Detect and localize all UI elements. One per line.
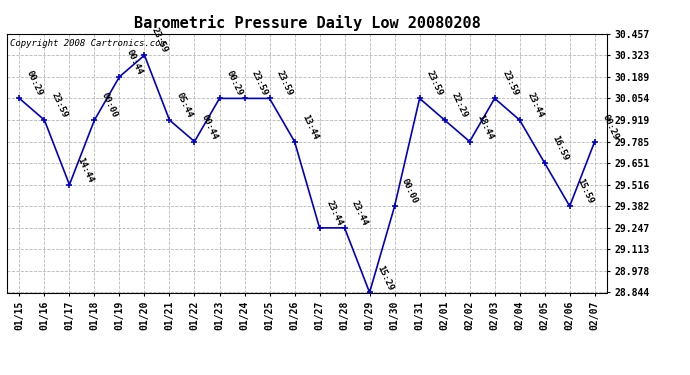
Text: 00:44: 00:44	[200, 112, 219, 141]
Text: 23:59: 23:59	[150, 26, 170, 54]
Text: 23:59: 23:59	[50, 91, 70, 119]
Text: 15:59: 15:59	[575, 177, 595, 206]
Text: 23:44: 23:44	[325, 199, 344, 227]
Text: 00:44: 00:44	[125, 48, 144, 76]
Text: 13:44: 13:44	[300, 112, 319, 141]
Text: 00:00: 00:00	[100, 91, 119, 119]
Text: 00:29: 00:29	[225, 69, 244, 98]
Text: 23:44: 23:44	[525, 91, 544, 119]
Text: 18:44: 18:44	[475, 112, 495, 141]
Title: Barometric Pressure Daily Low 20080208: Barometric Pressure Daily Low 20080208	[134, 15, 480, 31]
Text: 22:29: 22:29	[450, 91, 470, 119]
Text: 23:59: 23:59	[250, 69, 270, 98]
Text: 23:59: 23:59	[425, 69, 444, 98]
Text: 00:29: 00:29	[25, 69, 44, 98]
Text: 16:59: 16:59	[550, 134, 570, 162]
Text: 23:44: 23:44	[350, 199, 370, 227]
Text: 23:59: 23:59	[500, 69, 520, 98]
Text: Copyright 2008 Cartronics.com: Copyright 2008 Cartronics.com	[10, 39, 166, 48]
Text: 00:29: 00:29	[600, 112, 620, 141]
Text: 05:44: 05:44	[175, 91, 195, 119]
Text: 15:29: 15:29	[375, 264, 395, 292]
Text: 23:59: 23:59	[275, 69, 295, 98]
Text: 14:44: 14:44	[75, 156, 95, 184]
Text: 00:00: 00:00	[400, 177, 420, 206]
